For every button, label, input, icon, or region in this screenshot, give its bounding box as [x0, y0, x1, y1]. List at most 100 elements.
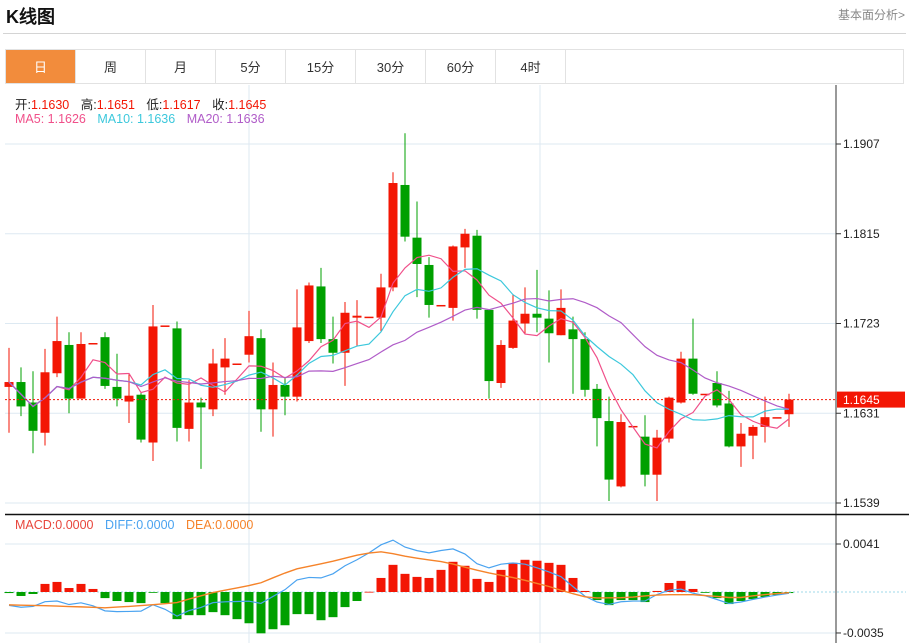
candle-body — [148, 326, 158, 443]
candle — [736, 423, 746, 467]
tab-30min[interactable]: 30分 — [356, 50, 426, 83]
macd-bar — [652, 590, 662, 592]
macd-bar — [280, 592, 290, 626]
candle — [124, 374, 134, 424]
candle — [232, 363, 242, 365]
macd-bar — [172, 592, 182, 620]
tab-week[interactable]: 周 — [76, 50, 146, 83]
candle-body — [268, 384, 278, 410]
price-tick-label: 1.1907 — [843, 137, 880, 151]
macd-bar — [136, 592, 146, 604]
candle-body — [64, 344, 74, 399]
candle-body — [532, 313, 542, 318]
tab-60min[interactable]: 60分 — [426, 50, 496, 83]
macd-bar — [28, 592, 38, 594]
candle-body — [760, 417, 770, 427]
macd-bar — [592, 592, 602, 601]
macd-bar — [556, 564, 566, 592]
candle — [196, 397, 206, 469]
candle-body — [496, 344, 506, 384]
macd-bar — [640, 592, 650, 603]
tab-5min[interactable]: 5分 — [216, 50, 286, 83]
macd-bar — [220, 592, 230, 616]
candle-body — [436, 304, 446, 307]
candle — [760, 396, 770, 443]
candle — [472, 229, 482, 319]
candle — [556, 289, 566, 336]
candle — [220, 338, 230, 395]
macd-bar — [88, 588, 98, 592]
candle-body — [4, 382, 14, 387]
period-tabs: 日 周 月 5分 15分 30分 60分 4时 — [5, 49, 904, 84]
macd-bar — [268, 592, 278, 630]
macd-bar — [40, 583, 50, 592]
macd-info: MACD:0.0000 DIFF:0.0000 DEA:0.0000 — [15, 518, 253, 532]
price-tick-label: 1.1723 — [843, 317, 880, 331]
diff-line — [8, 539, 790, 617]
macd-bar — [304, 592, 314, 615]
candle-body — [40, 372, 50, 433]
candle-body — [556, 307, 566, 336]
candle — [484, 309, 494, 399]
macd-bar — [76, 583, 86, 592]
macd-bar — [736, 592, 746, 602]
candle — [52, 316, 62, 378]
macd-bar — [484, 581, 494, 592]
macd-bar — [148, 592, 158, 593]
tab-day[interactable]: 日 — [6, 50, 76, 83]
candle — [520, 287, 530, 335]
macd-bar — [64, 588, 74, 592]
ma20-line — [8, 297, 790, 410]
candle-body — [196, 402, 206, 408]
candle — [748, 424, 758, 460]
ma5-value: MA5: 1.1626 — [15, 112, 86, 126]
candle — [148, 304, 158, 462]
candle-body — [232, 363, 242, 365]
candle-body — [316, 286, 326, 340]
candle — [316, 267, 326, 344]
macd-bar — [460, 565, 470, 592]
candle-body — [772, 417, 782, 419]
macd-bar — [520, 559, 530, 592]
macd-bar — [196, 592, 206, 616]
candle-body — [592, 388, 602, 419]
candle-body — [208, 363, 218, 410]
macd-bar — [292, 592, 302, 615]
candle-body — [244, 336, 254, 355]
macd-bar — [412, 576, 422, 592]
tab-month[interactable]: 月 — [146, 50, 216, 83]
tab-4hour[interactable]: 4时 — [496, 50, 566, 83]
candle-body — [424, 264, 434, 305]
macd-bar — [424, 577, 434, 592]
ma-info: MA5: 1.1626 MA10: 1.1636 MA20: 1.1636 — [15, 112, 265, 126]
candle — [640, 415, 650, 487]
price-tick-label: 1.1631 — [843, 406, 880, 420]
candle-body — [184, 402, 194, 429]
candle-body — [472, 235, 482, 310]
header-divider — [3, 33, 906, 34]
macd-tick-label: -0.0035 — [843, 626, 884, 640]
candle — [676, 351, 686, 404]
macd-tick-label: 0.0041 — [843, 537, 880, 551]
candle-body — [364, 316, 374, 319]
candle-body — [160, 325, 170, 327]
candle-body — [688, 358, 698, 394]
macd-bar — [472, 578, 482, 592]
macd-bar — [244, 592, 254, 624]
candle — [532, 269, 542, 333]
candle — [388, 172, 398, 292]
ma20-value: MA20: 1.1636 — [186, 112, 265, 126]
candle — [424, 257, 434, 318]
candle-body — [460, 233, 470, 248]
candle-body — [124, 395, 134, 402]
diff-value: DIFF:0.0000 — [105, 518, 175, 532]
candle-body — [664, 397, 674, 439]
macd-bar — [448, 561, 458, 592]
candle-body — [376, 287, 386, 318]
candle-body — [724, 403, 734, 447]
macd-bar — [784, 592, 794, 594]
tab-15min[interactable]: 15分 — [286, 50, 356, 83]
candle-body — [76, 343, 86, 399]
fundamental-analysis-link[interactable]: 基本面分析> — [837, 8, 905, 22]
